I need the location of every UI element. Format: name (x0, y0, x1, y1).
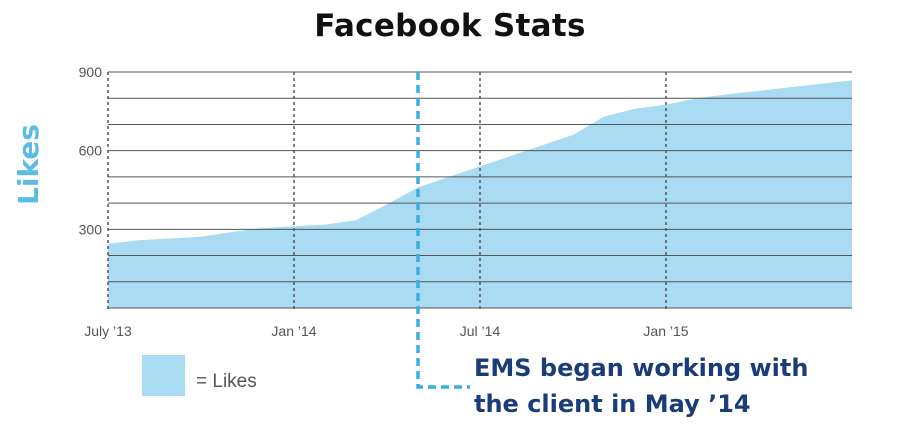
annotation-line-1: EMS began working with (474, 354, 809, 382)
x-tick-label: Jan ’15 (643, 323, 688, 339)
annotation-line-2: the client in May ’14 (474, 390, 751, 418)
x-tick-label: Jul ’14 (460, 323, 501, 339)
chart-title: Facebook Stats (314, 8, 586, 44)
marker-line (416, 72, 470, 389)
legend-label: = Likes (196, 371, 257, 392)
x-tick-label: Jan ’14 (271, 323, 316, 339)
y-tick-label: 600 (79, 143, 103, 159)
y-tick-label: 300 (79, 221, 103, 237)
y-tick-label: 900 (79, 64, 103, 80)
annotation-text: EMS began working with the client in May… (474, 350, 894, 422)
x-tick-label: July ’13 (84, 323, 132, 339)
legend-swatch (142, 355, 185, 396)
